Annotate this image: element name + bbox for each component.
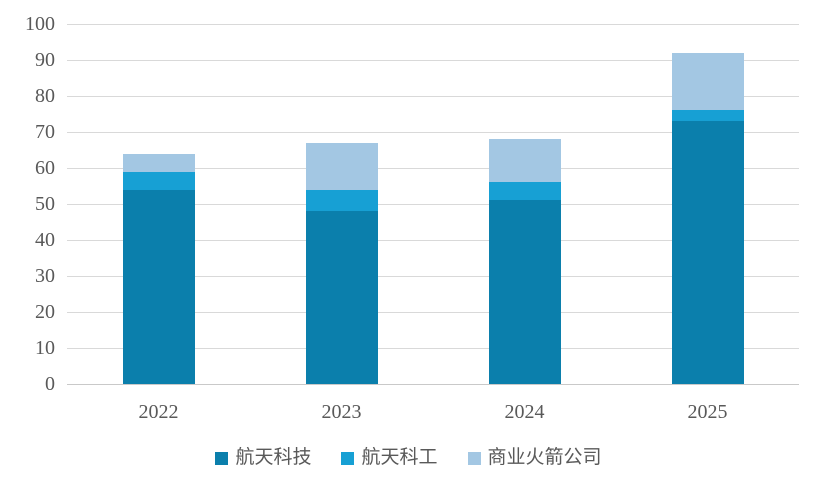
- y-axis-tick-label: 80: [35, 85, 55, 107]
- y-axis-tick-label: 100: [25, 13, 55, 35]
- gridline: [67, 168, 799, 169]
- bar-segment-series-1: [671, 110, 744, 122]
- bar-segment-series-0: [305, 211, 378, 384]
- y-axis-tick-label: 60: [35, 157, 55, 179]
- bar-segment-series-1: [305, 189, 378, 212]
- bar-segment-series-2: [671, 52, 744, 111]
- y-axis-tick-label: 70: [35, 121, 55, 143]
- bar-segment-series-0: [671, 121, 744, 384]
- chart-legend: 航天科技 航天科工 商业火箭公司: [0, 446, 817, 470]
- bar-segment-series-2: [122, 153, 195, 172]
- legend-swatch-icon: [467, 451, 481, 465]
- bar-segment-series-1: [122, 171, 195, 190]
- x-axis-label: 2023: [321, 401, 362, 423]
- gridline: [67, 312, 799, 313]
- gridline: [67, 24, 799, 25]
- legend-item-series-2: 商业火箭公司: [467, 446, 602, 470]
- gridline: [67, 348, 799, 349]
- bar-2023: [305, 142, 378, 384]
- legend-label: 航天科技: [235, 447, 312, 468]
- bar-segment-series-1: [488, 182, 561, 201]
- gridline: [67, 204, 799, 205]
- bar-2022: [122, 153, 195, 384]
- legend-swatch-icon: [341, 451, 355, 465]
- legend-item-series-0: 航天科技: [215, 446, 311, 470]
- bar-segment-series-0: [488, 200, 561, 384]
- x-axis-label: 2024: [504, 401, 545, 423]
- legend-label: 航天科工: [361, 447, 438, 468]
- legend-label: 商业火箭公司: [487, 447, 602, 468]
- bar-2024: [488, 139, 561, 384]
- gridline: [67, 132, 799, 133]
- y-axis-tick-label: 20: [35, 301, 55, 323]
- x-axis-label: 2025: [687, 401, 728, 423]
- gridline: [67, 276, 799, 277]
- bar-segment-series-0: [122, 189, 195, 384]
- y-axis-tick-label: 10: [35, 337, 55, 359]
- x-axis-line: [67, 384, 799, 385]
- x-axis-label: 2022: [138, 401, 179, 423]
- y-axis-tick-label: 90: [35, 49, 55, 71]
- gridline: [67, 240, 799, 241]
- gridline: [67, 60, 799, 61]
- y-axis-tick-label: 50: [35, 193, 55, 215]
- gridline: [67, 96, 799, 97]
- y-axis-tick-label: 0: [45, 373, 55, 395]
- y-axis-tick-label: 30: [35, 265, 55, 287]
- legend-swatch-icon: [215, 451, 229, 465]
- bar-segment-series-2: [305, 142, 378, 190]
- bar-segment-series-2: [488, 139, 561, 183]
- legend-item-series-1: 航天科工: [341, 446, 438, 470]
- y-axis-tick-label: 40: [35, 229, 55, 251]
- bar-2025: [671, 52, 744, 384]
